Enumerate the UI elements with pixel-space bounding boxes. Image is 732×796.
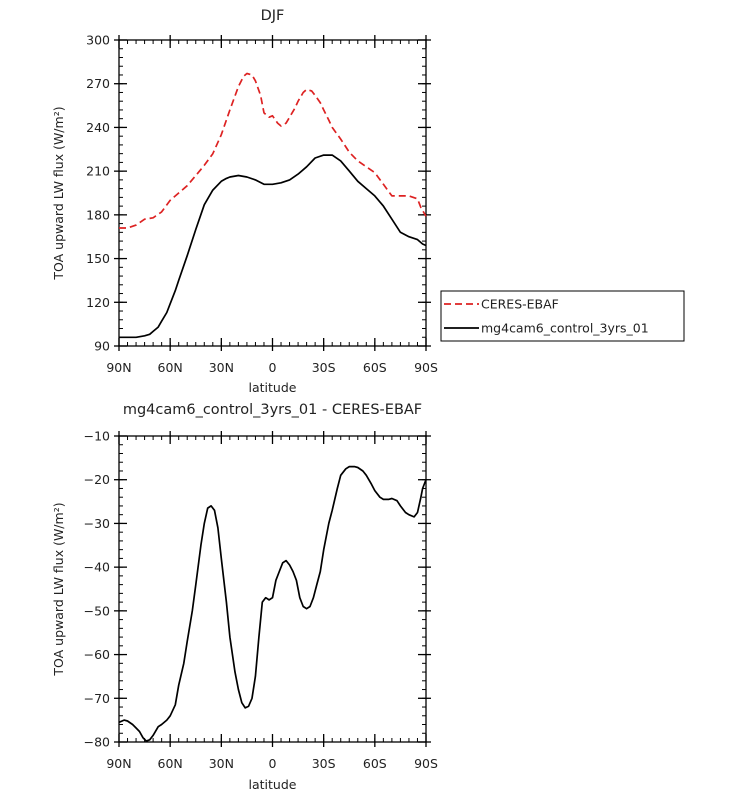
x-axis-title: latitude	[249, 380, 297, 395]
y-tick-label: 270	[86, 76, 110, 91]
legend: CERES-EBAF mg4cam6_control_3yrs_01	[440, 290, 685, 342]
chart-title: DJF	[261, 8, 285, 24]
x-tick-label: 30S	[312, 360, 336, 375]
bottom-chart: 90N 60N 30N 0 30S 60S 90S −80 −70 −60 −50 −40 −30 −20…	[51, 402, 438, 792]
legend-label: mg4cam6_control_3yrs_01	[481, 321, 649, 336]
x-tick-label: 60S	[363, 360, 387, 375]
x-axis-title: latitude	[249, 777, 297, 792]
y-tick-label: −30	[84, 516, 110, 531]
x-tick-label: 0	[269, 756, 277, 771]
y-axis-title: TOA upward LW flux (W/m²)	[51, 502, 66, 676]
y-tick-label: 150	[86, 251, 110, 266]
y-tick-label: −40	[84, 560, 110, 575]
series-line-ceres-ebaf	[119, 72, 427, 229]
y-axis-title: TOA upward LW flux (W/m²)	[51, 106, 66, 280]
x-tick-label: 90N	[106, 360, 131, 375]
y-tick-label: −20	[84, 472, 110, 487]
y-tick-label: 90	[94, 339, 110, 354]
plot-frame	[118, 435, 427, 743]
y-tick-label: −10	[84, 429, 110, 444]
y-tick-label: 240	[86, 120, 110, 135]
legend-label: CERES-EBAF	[481, 297, 559, 312]
legend-box	[440, 290, 685, 342]
y-tick-label: 300	[86, 33, 110, 48]
x-tick-label: 90S	[414, 360, 438, 375]
y-tick-label: −60	[84, 647, 110, 662]
x-tick-label: 60S	[363, 756, 387, 771]
y-tick-label: −80	[84, 735, 110, 750]
x-tick-label: 60N	[158, 360, 183, 375]
chart-title: mg4cam6_control_3yrs_01 - CERES-EBAF	[123, 402, 422, 418]
plot-frame	[118, 39, 427, 347]
series-line-0	[118, 465, 427, 742]
y-tick-label: 180	[86, 207, 110, 222]
x-tick-label: 0	[269, 360, 277, 375]
y-tick-label: −70	[84, 691, 110, 706]
series-line-mg4cam6-control-3yrs-01	[119, 154, 427, 339]
x-tick-label: 90S	[414, 756, 438, 771]
y-tick-label: 120	[86, 295, 110, 310]
y-tick-label: −50	[84, 603, 110, 618]
x-tick-label: 90N	[106, 756, 131, 771]
top-chart: 90N 60N 30N 0 30S 60S 90S 90 120 150 180 210 240 270 3…	[51, 8, 685, 395]
x-tick-label: 30N	[209, 360, 234, 375]
x-tick-label: 60N	[158, 756, 183, 771]
x-tick-label: 30N	[209, 756, 234, 771]
x-tick-label: 30S	[312, 756, 336, 771]
y-tick-label: 210	[86, 164, 110, 179]
